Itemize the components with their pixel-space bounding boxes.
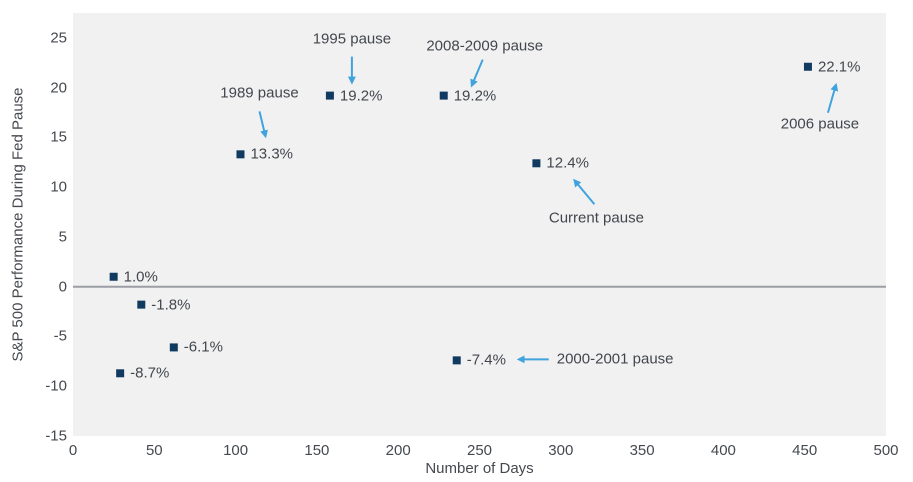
annotation-arrow	[258, 111, 268, 139]
annotation-arrow	[573, 178, 596, 205]
y-tick-label: 20	[50, 79, 67, 97]
data-point-marker	[116, 369, 125, 378]
x-tick-label: 400	[710, 442, 736, 459]
x-tick-label: 0	[68, 442, 78, 459]
data-point-marker	[137, 300, 146, 309]
x-tick-label: 200	[385, 442, 411, 459]
y-tick-label: -5	[53, 327, 67, 345]
x-tick-label: 50	[145, 442, 163, 459]
x-tick-label: 350	[629, 442, 655, 459]
y-tick-label: 15	[50, 128, 67, 146]
plot-canvas	[73, 56, 886, 378]
plot-area	[73, 13, 886, 436]
y-axis-title: S&P 500 Performance During Fed Pause	[9, 87, 27, 362]
y-tick-label: 10	[50, 178, 67, 196]
y-axis: S&P 500 Performance During Fed Pause	[0, 13, 36, 436]
data-point-marker	[803, 62, 812, 71]
annotation-arrow	[470, 59, 484, 88]
x-tick-label: 250	[466, 442, 493, 459]
x-tick-label: 500	[873, 442, 899, 459]
y-tick-label: -10	[45, 377, 67, 395]
x-axis-title: Number of Days	[425, 460, 534, 477]
y-tick-label: -15	[45, 427, 67, 445]
data-point-marker	[236, 150, 245, 159]
data-point-marker	[325, 91, 334, 100]
x-tick-label: 450	[792, 442, 818, 459]
data-point-marker	[109, 272, 118, 281]
annotation-arrow	[826, 82, 839, 114]
data-point-marker	[452, 356, 461, 365]
y-tick-label: 0	[58, 278, 67, 296]
x-tick-label: 150	[304, 442, 330, 459]
y-tick-label: 25	[50, 29, 67, 47]
data-point-marker	[532, 159, 541, 168]
x-tick-label: 300	[548, 442, 574, 459]
data-point-marker	[169, 343, 178, 352]
x-tick-label: 100	[223, 442, 249, 459]
data-point-marker	[439, 91, 448, 100]
y-tick-label: 5	[58, 228, 67, 246]
